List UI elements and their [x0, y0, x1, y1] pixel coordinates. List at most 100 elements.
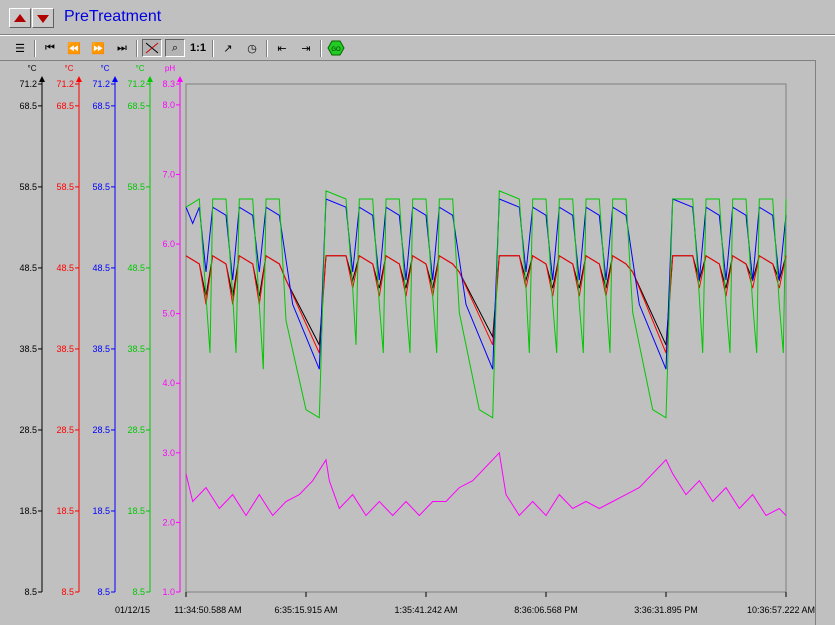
y-tick-label: 3.0 [162, 448, 175, 458]
scroll-left-icon: ⇤ [277, 42, 287, 55]
trend-button[interactable]: ↗ [218, 39, 238, 57]
y-tick-label: 38.5 [127, 344, 145, 354]
svg-text:GO: GO [331, 47, 341, 53]
y-tick-label: 48.5 [19, 263, 37, 273]
cursor-tool-icon [145, 42, 159, 54]
properties-icon: ☰ [15, 42, 25, 55]
toolbar: ☰ ⏮ ⏪ ⏩ ⏭ ⌕ 1:1 ↗ ◷ ⇤ ⇥ GO [0, 35, 835, 61]
y-tick-label: 28.5 [127, 425, 145, 435]
y-tick-label: 38.5 [19, 344, 37, 354]
series-line-4 [185, 451, 787, 517]
y-tick-label: 8.5 [24, 587, 37, 597]
trend-icon: ↗ [223, 42, 233, 55]
x-date-label: 01/12/15 [115, 605, 150, 615]
toolbar-separator [34, 40, 36, 57]
scroll-left-button[interactable]: ⇤ [272, 39, 292, 57]
y-tick-label: 4.0 [162, 378, 175, 388]
y-tick-label: 68.5 [92, 101, 110, 111]
y-axis-unit: °C [136, 64, 145, 73]
y-tick-label: 8.3 [162, 79, 175, 89]
y-tick-label: 71.2 [127, 79, 145, 89]
y-tick-label: 68.5 [127, 101, 145, 111]
y-axis-unit: °C [101, 64, 110, 73]
y-tick-label: 7.0 [162, 169, 175, 179]
y-tick-label: 8.5 [61, 587, 74, 597]
y-axis-unit: °C [65, 64, 74, 73]
toolbar-separator [266, 40, 268, 57]
first-button[interactable]: ⏮ [40, 39, 60, 57]
forward-button[interactable]: ⏩ [88, 39, 108, 57]
y-tick-label: 48.5 [92, 263, 110, 273]
zoom-tool-icon: ⌕ [171, 41, 179, 54]
rewind-button[interactable]: ⏪ [64, 39, 84, 57]
y-axis-arrow [112, 76, 118, 82]
forward-icon: ⏩ [91, 42, 105, 55]
x-tick-label: 11:34:50.588 AM [174, 605, 241, 615]
scroll-up-button[interactable] [9, 8, 31, 28]
right-panel [815, 60, 835, 625]
y-tick-label: 68.5 [19, 101, 37, 111]
one-to-one-button[interactable]: 1:1 [190, 42, 206, 54]
y-tick-label: 71.2 [56, 79, 74, 89]
scroll-down-button[interactable] [32, 8, 54, 28]
y-tick-label: 5.0 [162, 309, 175, 319]
go-button[interactable]: GO [326, 39, 346, 57]
y-tick-label: 48.5 [56, 263, 74, 273]
x-tick-label: 10:36:57.222 AM [747, 605, 815, 615]
x-tick-label: 1:35:41.242 AM [394, 605, 457, 615]
y-axis-arrow [76, 76, 82, 82]
y-axis-unit: pH [165, 64, 175, 73]
toolbar-separator [320, 40, 322, 57]
series-line-2 [185, 198, 787, 370]
toolbar-separator [212, 40, 214, 57]
y-tick-label: 38.5 [92, 344, 110, 354]
arrow-down-icon [37, 15, 49, 23]
timer-icon: ◷ [247, 42, 257, 55]
y-axis-unit: °C [28, 64, 37, 73]
scroll-right-button[interactable]: ⇥ [296, 39, 316, 57]
window-title: PreTreatment [64, 8, 162, 25]
y-tick-label: 8.5 [132, 587, 145, 597]
first-icon: ⏮ [45, 41, 55, 54]
y-tick-label: 71.2 [19, 79, 37, 89]
y-axis-arrow [177, 76, 183, 82]
plot-area [185, 83, 787, 593]
y-tick-label: 68.5 [56, 101, 74, 111]
y-tick-label: 6.0 [162, 239, 175, 249]
y-tick-label: 28.5 [19, 425, 37, 435]
toolbar-separator [136, 40, 138, 57]
y-tick-label: 28.5 [92, 425, 110, 435]
zoom-button[interactable]: ⌕ [165, 39, 185, 57]
title-bar: PreTreatment [0, 0, 835, 35]
y-tick-label: 58.5 [56, 182, 74, 192]
y-tick-label: 8.5 [97, 587, 110, 597]
y-tick-label: 18.5 [56, 506, 74, 516]
x-tick-label: 8:36:06.568 PM [514, 605, 578, 615]
y-tick-label: 2.0 [162, 517, 175, 527]
y-axis-arrow [147, 76, 153, 82]
x-tick-label: 6:35:15.915 AM [274, 605, 337, 615]
y-tick-label: 18.5 [127, 506, 145, 516]
series-line-3 [185, 190, 787, 419]
rewind-icon: ⏪ [67, 42, 81, 55]
last-button[interactable]: ⏭ [112, 39, 132, 57]
properties-button[interactable]: ☰ [10, 39, 30, 57]
y-axis-arrow [39, 76, 45, 82]
y-tick-label: 38.5 [56, 344, 74, 354]
timer-button[interactable]: ◷ [242, 39, 262, 57]
y-tick-label: 71.2 [92, 79, 110, 89]
trend-chart[interactable]: °C 71.2 68.5 58.5 48.5 38.5 28.5 18.5 8.5 °C 71.2 6… [0, 60, 815, 625]
y-tick-label: 18.5 [92, 506, 110, 516]
last-icon: ⏭ [117, 41, 127, 54]
y-tick-label: 8.0 [162, 100, 175, 110]
y-tick-label: 48.5 [127, 263, 145, 273]
y-tick-label: 58.5 [92, 182, 110, 192]
arrow-up-icon [14, 14, 26, 22]
y-tick-label: 58.5 [127, 182, 145, 192]
y-tick-label: 1.0 [162, 587, 175, 597]
cursor-tool-button[interactable] [142, 39, 162, 57]
y-tick-label: 28.5 [56, 425, 74, 435]
go-icon: GO [327, 40, 345, 56]
x-tick-label: 3:36:31.895 PM [634, 605, 698, 615]
scroll-right-icon: ⇥ [301, 42, 311, 55]
